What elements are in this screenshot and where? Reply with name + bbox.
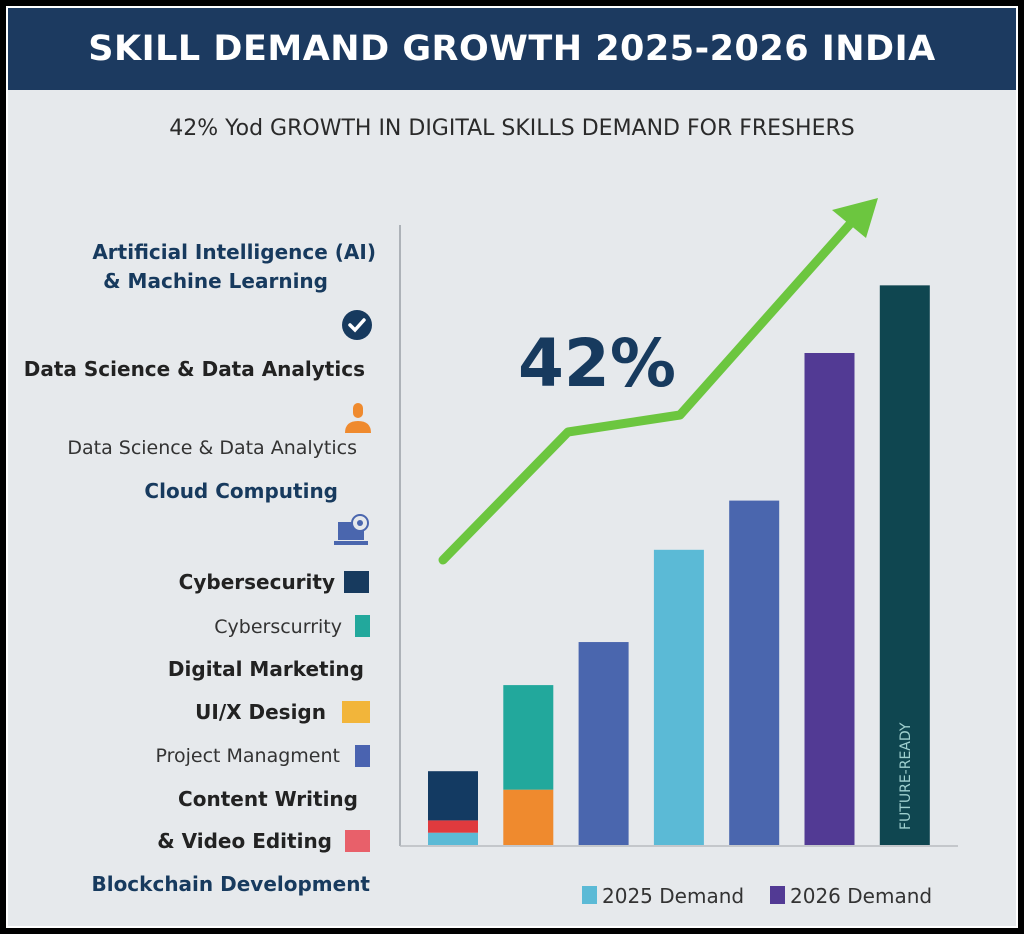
legend-label: 2026 Demand (790, 884, 932, 908)
chart-subtitle: 42% Yod GROWTH IN DIGITAL SKILLS DEMAND … (169, 116, 855, 141)
bar-segment (729, 500, 780, 845)
bar-segment (428, 820, 478, 833)
trend-arrow-line (438, 210, 863, 565)
skill-label: Cybersecurity (178, 570, 335, 594)
skill-label: & Video Editing (157, 829, 332, 853)
bar-segment (879, 285, 930, 846)
bar-segment (503, 685, 554, 790)
legend-swatch (342, 701, 370, 723)
skill-label: & Machine Learning (103, 269, 328, 293)
skill-label: Data Science & Data Analytics (23, 357, 365, 381)
skill-label: Artificial Intelligence (AI) (92, 240, 376, 264)
skill-label: Data Science & Data Analytics (67, 437, 357, 459)
bar-segment (503, 789, 554, 845)
growth-annotation: 42% (518, 325, 676, 402)
legend-swatch (582, 886, 597, 904)
skill-label: Cyberscurrity (214, 616, 342, 638)
bar-segment (804, 353, 855, 845)
bar-label: FUTURE-READY (898, 722, 914, 830)
skill-label: Cloud Computing (144, 479, 338, 503)
bar-segment (428, 832, 478, 845)
legend-swatch (355, 615, 370, 637)
bar-segment (653, 549, 704, 845)
legend-label: 2025 Demand (602, 884, 744, 908)
bar-segment (578, 642, 629, 845)
bar-segment (428, 771, 478, 821)
skill-label: Project Managment (155, 745, 340, 767)
skill-label: UI/X Design (195, 700, 326, 724)
title-banner: SKILL DEMAND GROWTH 2025-2026 INDIA (8, 8, 1016, 90)
skill-label: Blockchain Development (91, 872, 370, 896)
legend-swatch (344, 571, 369, 593)
legend-swatch (770, 886, 785, 904)
legend-swatch (345, 830, 370, 852)
skill-label: Content Writing (178, 787, 358, 811)
trend-arrow-head (832, 198, 878, 238)
legend-swatch (355, 745, 370, 767)
chart-title: SKILL DEMAND GROWTH 2025-2026 INDIA (88, 29, 936, 69)
skill-label: Digital Marketing (167, 657, 364, 681)
